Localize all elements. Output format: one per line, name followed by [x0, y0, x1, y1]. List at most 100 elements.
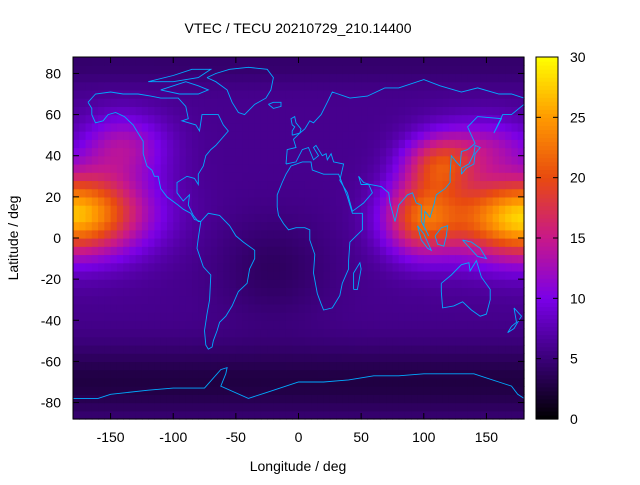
- heatmap-cell: [398, 213, 406, 223]
- heatmap-cell: [323, 180, 331, 190]
- heatmap-cell: [323, 221, 331, 231]
- heatmap-cell: [79, 386, 87, 395]
- heatmap-cell: [467, 246, 475, 256]
- heatmap-cell: [98, 122, 105, 132]
- heatmap-cell: [442, 196, 450, 206]
- heatmap-cell: [386, 353, 394, 363]
- heatmap-cell: [298, 262, 306, 272]
- heatmap-cell: [317, 402, 325, 412]
- heatmap-cell: [323, 254, 331, 264]
- heatmap-cell: [242, 57, 249, 66]
- heatmap-cell: [342, 303, 350, 313]
- heatmap-cell: [210, 353, 218, 363]
- heatmap-cell: [361, 98, 368, 107]
- heatmap-cell: [411, 180, 419, 190]
- heatmap-cell: [486, 114, 494, 124]
- heatmap-cell: [455, 188, 462, 198]
- heatmap-cell: [473, 163, 481, 173]
- heatmap-cell: [267, 344, 275, 354]
- heatmap-cell: [292, 122, 300, 132]
- heatmap-cell: [417, 295, 425, 305]
- heatmap-cell: [348, 131, 356, 140]
- heatmap-cell: [323, 246, 331, 256]
- heatmap-cell: [480, 344, 488, 354]
- heatmap-cell: [285, 377, 293, 387]
- heatmap-cell: [505, 205, 513, 214]
- heatmap-cell: [373, 344, 381, 354]
- heatmap-cell: [430, 221, 437, 231]
- heatmap-cell: [254, 238, 262, 247]
- heatmap-cell: [386, 57, 394, 66]
- heatmap-cell: [141, 163, 149, 173]
- heatmap-cell: [348, 147, 356, 157]
- heatmap-cell: [141, 213, 149, 223]
- heatmap-cell: [517, 221, 525, 231]
- colorbar-segment: [536, 97, 558, 102]
- heatmap-cell: [104, 336, 112, 346]
- heatmap-cell: [373, 328, 381, 338]
- heatmap-cell: [505, 114, 513, 124]
- heatmap-cell: [98, 361, 105, 371]
- heatmap-cell: [242, 353, 249, 363]
- heatmap-cell: [73, 369, 80, 379]
- heatmap-cell: [223, 196, 231, 206]
- heatmap-cell: [336, 81, 343, 91]
- heatmap-cell: [254, 386, 262, 395]
- heatmap-cell: [348, 122, 356, 132]
- heatmap-cell: [160, 139, 168, 149]
- heatmap-cell: [473, 410, 481, 420]
- heatmap-cell: [392, 122, 400, 132]
- heatmap-cell: [273, 188, 281, 198]
- heatmap-cell: [373, 410, 381, 420]
- heatmap-cell: [123, 361, 130, 371]
- heatmap-cell: [348, 73, 356, 83]
- heatmap-cell: [329, 205, 337, 214]
- heatmap-cell: [373, 81, 381, 91]
- heatmap-cell: [242, 402, 249, 412]
- heatmap-cell: [473, 344, 481, 354]
- heatmap-cell: [336, 131, 343, 140]
- heatmap-cell: [248, 73, 256, 83]
- heatmap-cell: [260, 402, 268, 412]
- heatmap-cell: [210, 114, 218, 124]
- heatmap-cell: [91, 246, 99, 256]
- heatmap-cell: [436, 386, 444, 395]
- heatmap-cell: [311, 155, 318, 165]
- heatmap-cell: [210, 147, 218, 157]
- heatmap-cell: [217, 213, 224, 223]
- y-tick-label: 60: [45, 107, 61, 123]
- heatmap-cell: [116, 353, 124, 363]
- heatmap-cell: [285, 98, 293, 107]
- heatmap-cell: [116, 57, 124, 66]
- heatmap-cell: [348, 394, 356, 404]
- heatmap-cell: [104, 139, 112, 149]
- heatmap-cell: [79, 312, 87, 321]
- heatmap-cell: [411, 279, 419, 288]
- heatmap-cell: [173, 205, 181, 214]
- heatmap-cell: [123, 65, 130, 75]
- heatmap-cell: [204, 361, 212, 371]
- colorbar-segment: [536, 282, 558, 287]
- heatmap-cell: [423, 180, 431, 190]
- heatmap-cell: [480, 246, 488, 256]
- heatmap-cell: [223, 147, 231, 157]
- heatmap-cell: [148, 270, 156, 280]
- heatmap-cell: [467, 65, 475, 75]
- heatmap-cell: [91, 147, 99, 157]
- heatmap-cell: [317, 386, 325, 395]
- heatmap-cell: [323, 238, 331, 247]
- heatmap-cell: [123, 312, 130, 321]
- heatmap-cell: [367, 312, 375, 321]
- heatmap-cell: [273, 229, 281, 239]
- heatmap-cell: [148, 369, 156, 379]
- heatmap-cell: [486, 205, 494, 214]
- heatmap-cell: [148, 155, 156, 165]
- heatmap-cell: [511, 131, 519, 140]
- heatmap-cell: [79, 163, 87, 173]
- heatmap-cell: [223, 410, 231, 420]
- heatmap-cell: [98, 270, 105, 280]
- heatmap-cell: [185, 386, 193, 395]
- heatmap-cell: [179, 254, 187, 264]
- heatmap-cell: [110, 131, 118, 140]
- heatmap-cell: [98, 89, 105, 99]
